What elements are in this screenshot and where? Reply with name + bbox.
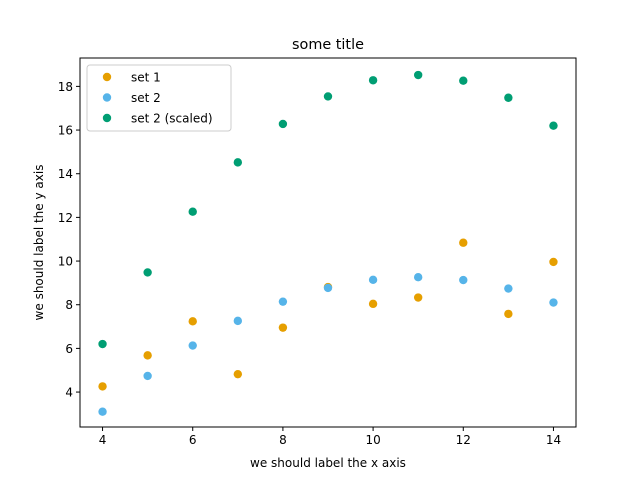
data-point [459,275,468,285]
legend-label: set 2 [131,91,161,105]
legend-marker [102,72,112,82]
data-point [188,341,197,350]
plot-area [98,70,558,416]
data-point [233,158,243,167]
x-tick-label: 4 [99,433,107,447]
data-point [459,76,468,85]
x-tick-label: 6 [189,433,197,447]
data-point [98,339,107,349]
legend: set 1 set 2 set 2 (scaled) [86,64,232,132]
legend-label: set 2 (scaled) [131,111,213,125]
data-point [504,284,513,293]
y-tick-label: 10 [58,255,73,269]
data-point [98,407,107,416]
legend-box [86,64,232,132]
legend-marker [102,93,112,102]
data-point [323,283,333,293]
data-point [368,299,378,309]
y-tick-label: 4 [65,386,73,400]
data-point [233,369,243,379]
data-point [143,371,152,381]
data-point [278,323,288,332]
data-point [368,275,378,285]
x-axis-label: we should label the x axis [250,456,406,470]
y-axis-label: we should label the y axis [32,165,46,321]
data-point [233,316,243,326]
data-point [143,351,152,360]
data-point [504,93,513,102]
legend-label: set 1 [131,70,161,84]
y-tick-label: 14 [58,167,73,181]
axes-frame [79,57,577,428]
series-3 [98,70,558,349]
x-tick-label: 10 [365,433,380,447]
data-point [98,382,107,391]
x-tick-label: 12 [456,433,471,447]
x-tick-label: 14 [546,433,561,447]
data-point [459,238,468,247]
legend-marker [102,113,112,123]
axis-ticks: 4 6 8 10 12 14 4 6 8 10 12 14 16 18 [58,80,561,447]
data-point [549,298,558,307]
chart-title: some title [292,37,364,53]
data-point [413,273,423,282]
data-point [504,309,513,319]
y-tick-label: 12 [58,211,73,225]
y-tick-label: 8 [65,298,73,312]
y-tick-label: 6 [65,342,73,356]
data-point [278,119,288,129]
data-point [188,207,197,216]
y-tick-label: 18 [58,80,73,94]
data-point [549,121,558,130]
data-point [323,92,333,101]
data-point [143,268,152,277]
series-2 [98,273,558,416]
data-point [413,293,423,302]
y-tick-label: 16 [58,124,73,138]
data-point [368,76,378,85]
data-point [413,70,423,80]
data-point [188,317,197,326]
data-point [278,297,288,306]
x-tick-label: 8 [279,433,287,447]
data-point [549,257,558,267]
